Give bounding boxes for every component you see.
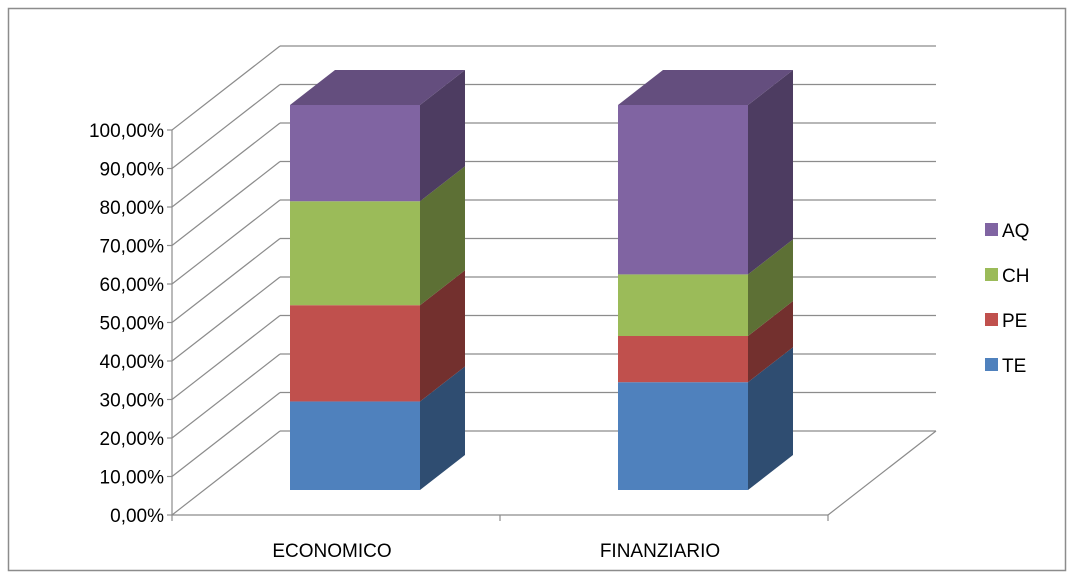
bar-front-face bbox=[618, 105, 748, 274]
y-tick-label: 90,00% bbox=[100, 160, 165, 181]
legend-swatch bbox=[985, 313, 998, 326]
legend-label: AQ bbox=[1002, 221, 1029, 242]
x-category-label: ECONOMICO bbox=[272, 541, 391, 562]
y-tick-label: 0,00% bbox=[110, 506, 164, 527]
bar-side-face bbox=[748, 70, 793, 274]
legend-swatch bbox=[985, 358, 998, 371]
y-tick-label: 30,00% bbox=[100, 391, 165, 412]
x-category-label: FINANZIARIO bbox=[600, 541, 720, 562]
bar-segment-aq bbox=[290, 70, 465, 201]
y-tick-label: 100,00% bbox=[89, 121, 164, 142]
y-tick-label: 60,00% bbox=[100, 275, 165, 296]
bar-front-face bbox=[290, 401, 420, 490]
legend-label: PE bbox=[1002, 311, 1027, 332]
bar-front-face bbox=[290, 105, 420, 201]
legend-swatch bbox=[985, 223, 998, 236]
bar-front-face bbox=[290, 305, 420, 401]
y-tick-label: 10,00% bbox=[100, 468, 165, 489]
legend-swatch bbox=[985, 268, 998, 281]
legend-label: CH bbox=[1002, 266, 1029, 287]
y-tick-label: 40,00% bbox=[100, 352, 165, 373]
y-tick-label: 80,00% bbox=[100, 198, 165, 219]
legend-label: TE bbox=[1002, 356, 1026, 377]
bar-front-face bbox=[618, 274, 748, 336]
y-tick-label: 20,00% bbox=[100, 429, 165, 450]
bar-front-face bbox=[290, 201, 420, 305]
bar-front-face bbox=[618, 336, 748, 382]
y-tick-label: 50,00% bbox=[100, 314, 165, 335]
bar-segment-aq bbox=[618, 70, 793, 274]
chart-border bbox=[9, 9, 1066, 571]
bar-front-face bbox=[618, 382, 748, 490]
y-tick-label: 70,00% bbox=[100, 237, 165, 258]
